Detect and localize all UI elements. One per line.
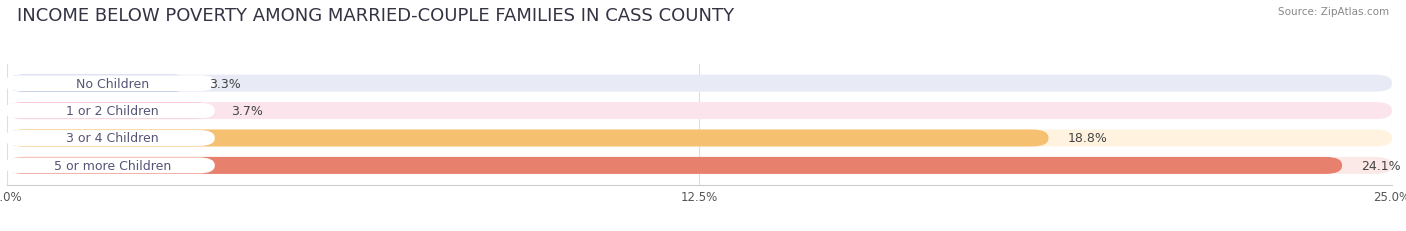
- Text: Source: ZipAtlas.com: Source: ZipAtlas.com: [1278, 7, 1389, 17]
- Text: 3.3%: 3.3%: [209, 77, 240, 90]
- FancyBboxPatch shape: [4, 131, 215, 146]
- FancyBboxPatch shape: [7, 103, 212, 120]
- Text: 3 or 4 Children: 3 or 4 Children: [66, 132, 159, 145]
- Text: 1 or 2 Children: 1 or 2 Children: [66, 105, 159, 118]
- FancyBboxPatch shape: [7, 130, 1392, 147]
- FancyBboxPatch shape: [7, 130, 1049, 147]
- FancyBboxPatch shape: [7, 75, 1392, 92]
- Text: 24.1%: 24.1%: [1361, 159, 1402, 172]
- Text: 5 or more Children: 5 or more Children: [53, 159, 172, 172]
- FancyBboxPatch shape: [7, 157, 1343, 174]
- FancyBboxPatch shape: [4, 103, 215, 119]
- Text: 18.8%: 18.8%: [1069, 132, 1108, 145]
- FancyBboxPatch shape: [7, 157, 1392, 174]
- Text: 3.7%: 3.7%: [232, 105, 263, 118]
- Text: INCOME BELOW POVERTY AMONG MARRIED-COUPLE FAMILIES IN CASS COUNTY: INCOME BELOW POVERTY AMONG MARRIED-COUPL…: [17, 7, 734, 25]
- FancyBboxPatch shape: [4, 158, 215, 174]
- Text: No Children: No Children: [76, 77, 149, 90]
- FancyBboxPatch shape: [4, 76, 215, 92]
- FancyBboxPatch shape: [7, 75, 190, 92]
- FancyBboxPatch shape: [7, 103, 1392, 120]
